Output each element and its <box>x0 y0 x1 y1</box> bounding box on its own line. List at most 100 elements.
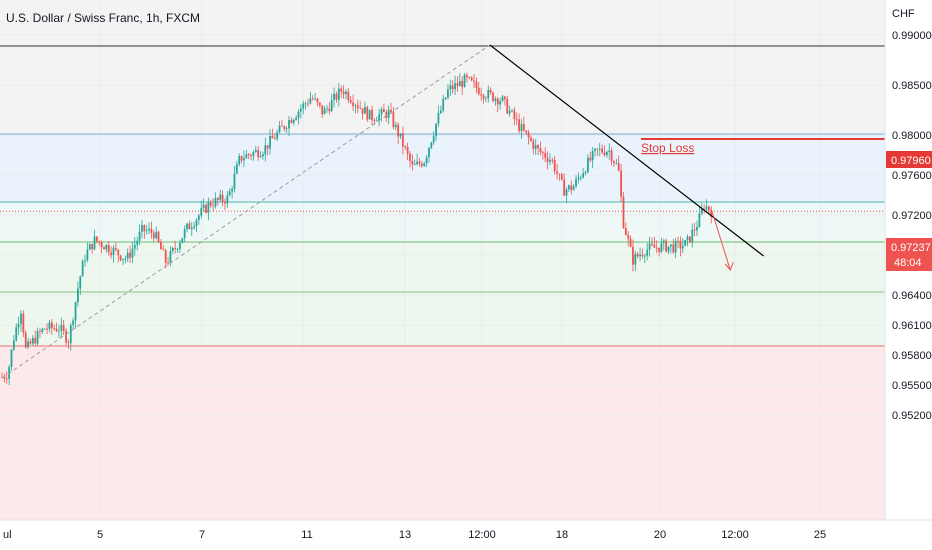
candle-body <box>171 248 174 252</box>
candle-body <box>195 219 198 227</box>
candle <box>31 335 34 347</box>
candle-body <box>449 85 452 90</box>
candle-body <box>84 260 86 262</box>
candle-body <box>50 322 53 329</box>
time-tick-label: 5 <box>97 529 103 541</box>
candle <box>563 173 566 196</box>
candle-body <box>356 105 359 108</box>
candle-body <box>333 93 335 100</box>
candle <box>29 338 32 345</box>
candle-body <box>250 155 252 157</box>
candle-body <box>58 330 60 332</box>
candle-body <box>235 164 238 174</box>
candle <box>271 128 274 139</box>
candle <box>354 103 357 114</box>
candle-body <box>399 133 402 137</box>
candle <box>525 130 528 136</box>
candle <box>162 245 165 251</box>
candle <box>655 240 658 254</box>
candle-body <box>314 98 317 100</box>
candle-body <box>397 124 400 137</box>
candle <box>468 76 471 79</box>
candle-body <box>209 202 212 206</box>
candle-body <box>91 243 94 250</box>
candle <box>506 95 509 115</box>
candle-body <box>456 83 459 87</box>
candle-body <box>527 132 530 138</box>
candle-body <box>461 81 464 88</box>
candle <box>22 310 25 338</box>
candle <box>480 87 483 101</box>
time-axis-bg[interactable] <box>0 520 932 550</box>
candle <box>632 239 634 272</box>
candle <box>634 250 637 271</box>
candle <box>430 141 433 150</box>
candle <box>231 185 233 199</box>
candle-body <box>100 242 103 248</box>
candle-body <box>458 81 461 87</box>
candle <box>15 323 18 342</box>
candle-body <box>245 154 248 159</box>
candle <box>401 126 404 155</box>
candle-body <box>342 91 345 95</box>
candle <box>112 245 115 263</box>
candle <box>511 109 513 113</box>
price-tick-label: 0.97600 <box>892 170 932 182</box>
candle-body <box>610 150 613 162</box>
candle <box>394 122 397 131</box>
candle <box>41 327 44 334</box>
candle <box>81 259 84 277</box>
price-axis-currency: CHF <box>892 8 915 20</box>
candle-body <box>183 229 186 239</box>
candle <box>117 248 120 263</box>
candle <box>541 150 544 160</box>
candle <box>352 94 354 111</box>
time-tick-label: 12:00 <box>721 529 749 541</box>
candle <box>323 106 326 115</box>
candle-body <box>413 164 416 166</box>
candle <box>613 160 615 167</box>
candle <box>382 103 385 113</box>
candle <box>50 319 53 335</box>
candle <box>124 255 127 264</box>
candle-body <box>546 157 549 162</box>
time-tick-label: 7 <box>199 529 205 541</box>
candle-body <box>295 117 298 120</box>
candle <box>179 239 181 254</box>
candle <box>53 324 56 331</box>
candle <box>648 236 651 257</box>
candle-body <box>378 114 381 121</box>
candle <box>447 83 449 100</box>
candle-body <box>288 120 290 129</box>
candle-body <box>425 157 428 164</box>
zone-band <box>0 346 885 520</box>
candle <box>181 237 184 244</box>
candle-body <box>432 136 435 143</box>
candle <box>259 151 262 158</box>
candle-body <box>681 245 684 249</box>
candle <box>660 237 663 254</box>
candle-body <box>46 328 48 330</box>
candle-body <box>532 140 535 149</box>
candle <box>250 153 252 161</box>
candle-body <box>572 186 575 191</box>
candle-body <box>466 75 468 78</box>
candle-body <box>281 125 283 127</box>
candle <box>582 168 585 179</box>
candle <box>205 203 207 214</box>
candle <box>200 200 203 219</box>
candle <box>520 119 523 139</box>
candle <box>605 150 608 158</box>
time-tick-label: 25 <box>814 529 826 541</box>
candle-body <box>698 213 701 227</box>
candle-body <box>487 89 490 99</box>
time-tick-label: 13 <box>399 529 411 541</box>
candle <box>484 95 487 103</box>
price-tick-label: 0.99000 <box>892 30 932 42</box>
candle-body <box>627 234 630 239</box>
candle <box>627 230 630 247</box>
candle-body <box>494 98 497 102</box>
candle-body <box>382 109 385 113</box>
candle-body <box>119 255 122 261</box>
